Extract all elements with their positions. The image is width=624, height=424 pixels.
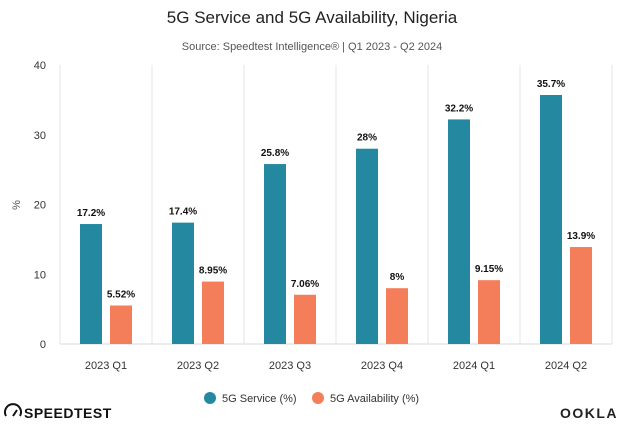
bar-5g-service [80,224,102,344]
data-label-5g-service: 17.2% [77,208,105,219]
data-label-5g-availability: 8% [390,272,405,283]
y-tick-label: 0 [40,339,46,351]
data-labels: 17.2% 5.52% 17.4% 8.95% 25.8% 7.06% 28% 8% 32.2%… [77,79,595,301]
bar-5g-service [448,119,470,344]
legend-label-5g-availability: 5G Availability (%) [330,393,419,405]
chart-title: 5G Service and 5G Availability, Nigeria [167,8,458,27]
data-label-5g-service: 17.4% [169,207,197,218]
legend: 5G Service (%) 5G Availability (%) [204,392,419,405]
bar-5g-availability [110,305,132,344]
x-tick-label: 2023 Q3 [269,360,311,372]
bar-5g-availability [570,247,592,344]
data-label-5g-service: 35.7% [537,79,565,90]
x-tick-label: 2023 Q4 [361,360,403,372]
data-label-5g-service: 28% [357,133,377,144]
y-tick-label: 30 [34,130,46,142]
y-tick-label: 10 [34,269,46,281]
bar-5g-availability [294,294,316,344]
data-label-5g-availability: 5.52% [107,289,135,300]
x-tick-label: 2024 Q1 [453,360,495,372]
speedometer-icon [4,403,22,417]
x-tick-label: 2023 Q2 [177,360,219,372]
y-tick-label: 40 [34,60,46,72]
x-axis-ticks: 2023 Q1 2023 Q2 2023 Q3 2023 Q4 2024 Q1 2024 … [85,360,587,372]
legend-label-5g-service: 5G Service (%) [222,393,297,405]
y-axis-label: % [11,200,23,210]
bar-5g-availability [478,280,500,344]
bar-5g-service [264,164,286,344]
data-label-5g-availability: 7.06% [291,279,319,290]
y-tick-label: 20 [34,200,46,212]
speedtest-logo: SPEEDTEST [4,403,112,421]
x-tick-label: 2024 Q2 [545,360,587,372]
data-label-5g-service: 25.8% [261,148,289,159]
bar-5g-service [172,222,194,344]
bar-5g-service [356,148,378,344]
bar-5g-availability [386,288,408,344]
y-axis-ticks: 0 10 20 30 40 [34,60,46,351]
bar-5g-availability [202,281,224,344]
grid-lines [59,65,613,345]
legend-marker-5g-availability [312,392,324,404]
bar-5g-service [540,94,562,345]
data-label-5g-service: 32.2% [445,103,473,114]
ookla-logo: OOKLA [560,405,618,421]
x-tick-label: 2023 Q1 [85,360,127,372]
bars [80,94,592,345]
chart-subtitle: Source: Speedtest Intelligence® | Q1 202… [182,41,442,53]
data-label-5g-availability: 13.9% [567,231,595,242]
data-label-5g-availability: 8.95% [199,266,227,277]
data-label-5g-availability: 9.15% [475,264,503,275]
legend-marker-5g-service [204,392,216,404]
speedtest-logo-text: SPEEDTEST [24,405,112,421]
